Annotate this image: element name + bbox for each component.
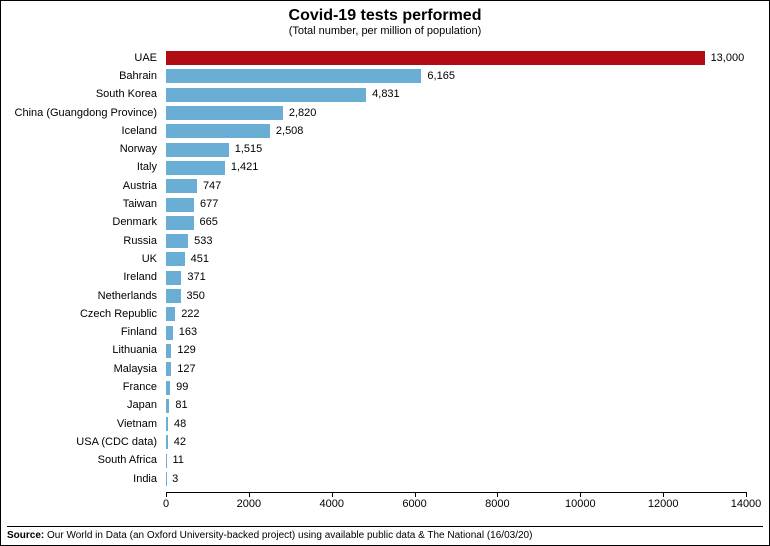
bar [166, 161, 225, 175]
x-tick [497, 492, 498, 497]
bar [166, 326, 173, 340]
value-label: 11 [172, 454, 183, 466]
category-label: South Africa [1, 454, 157, 466]
bar [166, 435, 168, 449]
value-label: 1,421 [231, 161, 259, 173]
value-label: 222 [181, 308, 199, 320]
bar [166, 88, 366, 102]
chart-subtitle: (Total number, per million of population… [1, 25, 769, 37]
category-label: Japan [1, 399, 157, 411]
source-text: Our World in Data (an Oxford University-… [44, 530, 532, 541]
category-label: UK [1, 253, 157, 265]
category-label: Austria [1, 180, 157, 192]
x-tick-label: 12000 [648, 498, 679, 510]
category-label: India [1, 473, 157, 485]
category-label: Norway [1, 143, 157, 155]
bar [166, 51, 705, 65]
x-tick-label: 10000 [565, 498, 596, 510]
category-label: Denmark [1, 216, 157, 228]
x-tick-label: 0 [163, 498, 169, 510]
x-tick-label: 8000 [485, 498, 509, 510]
bar [166, 69, 421, 83]
x-tick [415, 492, 416, 497]
category-label: Czech Republic [1, 308, 157, 320]
category-label: Bahrain [1, 70, 157, 82]
value-label: 677 [200, 198, 218, 210]
category-label: Taiwan [1, 198, 157, 210]
value-label: 163 [179, 326, 197, 338]
category-label: Vietnam [1, 418, 157, 430]
value-label: 1,515 [235, 143, 263, 155]
category-label: Russia [1, 235, 157, 247]
x-tick-label: 2000 [237, 498, 261, 510]
value-label: 42 [174, 436, 186, 448]
bar [166, 381, 170, 395]
x-tick [580, 492, 581, 497]
bar [166, 362, 171, 376]
bar [166, 198, 194, 212]
value-label: 48 [174, 418, 186, 430]
x-tick-label: 14000 [731, 498, 762, 510]
x-tick [663, 492, 664, 497]
value-label: 2,508 [276, 125, 304, 137]
value-label: 533 [194, 235, 212, 247]
value-label: 350 [187, 290, 205, 302]
category-label: Malaysia [1, 363, 157, 375]
value-label: 4,831 [372, 88, 400, 100]
category-label: Italy [1, 161, 157, 173]
bar [166, 399, 169, 413]
x-tick [746, 492, 747, 497]
x-tick-label: 4000 [319, 498, 343, 510]
y-axis-labels: UAE Bahrain South Korea China (Guangdong Pr… [1, 49, 161, 499]
bar [166, 124, 270, 138]
bar [166, 143, 229, 157]
category-label: UAE [1, 52, 157, 64]
chart-container: Covid-19 tests performed (Total number, … [0, 0, 770, 546]
value-label: 127 [177, 363, 195, 375]
value-label: 13,000 [711, 52, 745, 64]
bar [166, 179, 197, 193]
bar [166, 234, 188, 248]
x-tick [249, 492, 250, 497]
bar [166, 216, 194, 230]
value-label: 6,165 [427, 70, 455, 82]
bar [166, 417, 168, 431]
value-label: 2,820 [289, 107, 317, 119]
bar [166, 289, 181, 303]
x-tick [332, 492, 333, 497]
source-line: Source: Our World in Data (an Oxford Uni… [7, 526, 763, 541]
bar [166, 252, 185, 266]
bar [166, 307, 175, 321]
source-label: Source: [7, 530, 44, 541]
x-tick-label: 6000 [402, 498, 426, 510]
plot-area: 13,000 6,165 4,831 2,820 2,508 1,515 1,421 747 6… [166, 49, 746, 499]
value-label: 371 [187, 271, 205, 283]
category-label: Netherlands [1, 290, 157, 302]
x-tick [166, 492, 167, 497]
category-label: South Korea [1, 88, 157, 100]
category-label: China (Guangdong Province) [1, 107, 157, 119]
x-axis-line [166, 492, 746, 493]
value-label: 129 [177, 344, 195, 356]
value-label: 81 [175, 399, 187, 411]
bar [166, 106, 283, 120]
value-label: 99 [176, 381, 188, 393]
category-label: Finland [1, 326, 157, 338]
value-label: 665 [200, 216, 218, 228]
category-label: Iceland [1, 125, 157, 137]
category-label: France [1, 381, 157, 393]
chart-title: Covid-19 tests performed [1, 7, 769, 25]
category-label: Ireland [1, 271, 157, 283]
value-label: 747 [203, 180, 221, 192]
value-label: 451 [191, 253, 209, 265]
bar [166, 271, 181, 285]
category-label: Lithuania [1, 344, 157, 356]
bar [166, 344, 171, 358]
value-label: 3 [172, 473, 178, 485]
category-label: USA (CDC data) [1, 436, 157, 448]
